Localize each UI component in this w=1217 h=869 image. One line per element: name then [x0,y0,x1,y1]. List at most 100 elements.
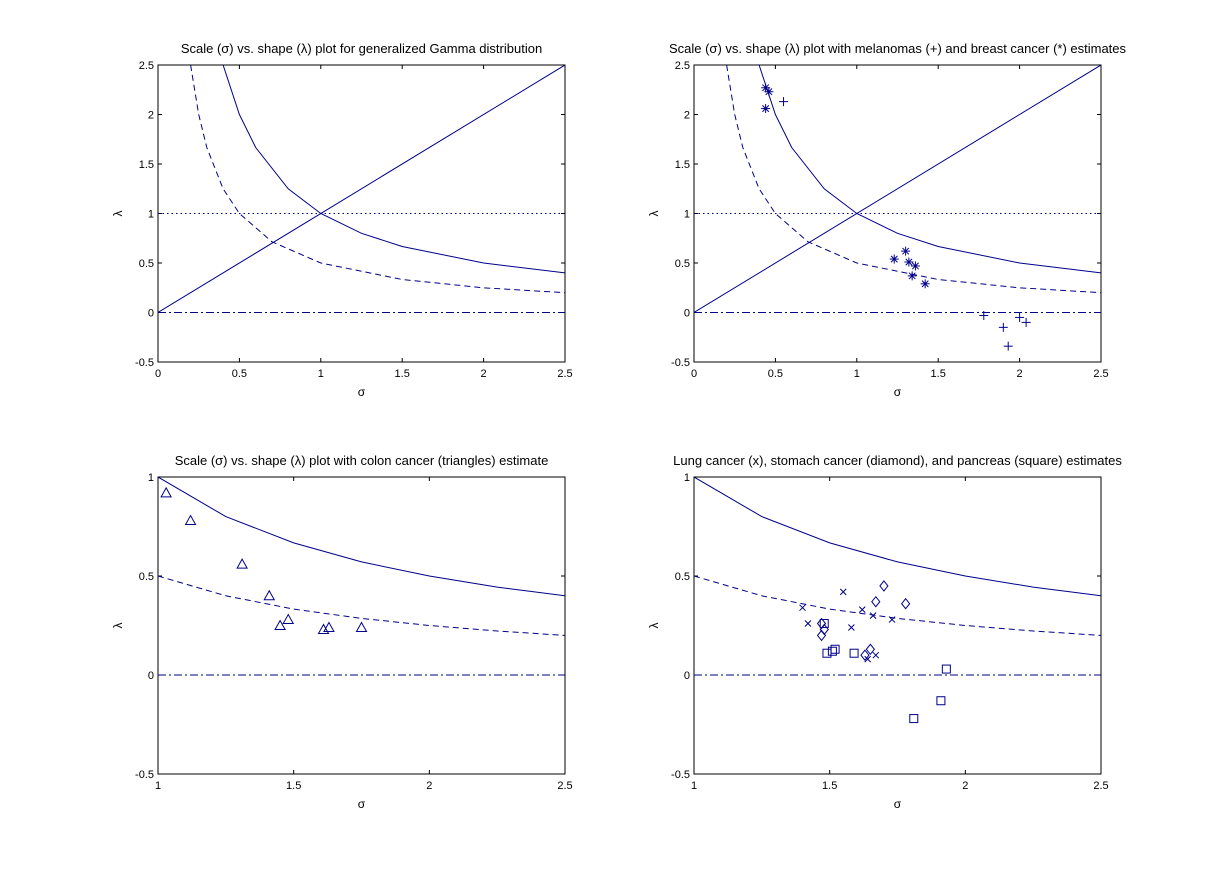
marker-plus [1021,317,1031,327]
marker-triangle [160,486,172,498]
marker-plus [998,322,1008,332]
marker-star [889,254,899,264]
x-tick-label: 0 [691,368,697,380]
y-tick-label: 2 [684,110,690,122]
marker-star [904,257,914,267]
marker-diamond [871,595,881,608]
marker-diamond [816,629,827,642]
marker-x [858,606,866,614]
x-tick-label: 1 [155,780,161,792]
y-tick-label: 1 [684,472,690,484]
y-tick-label: 0.5 [675,571,690,583]
marker-x [888,616,896,623]
marker-square [830,644,840,654]
x-tick-label: 2 [426,780,432,792]
marker-star [901,246,911,256]
curve-group [694,65,1101,313]
marker-triangle [263,589,276,601]
y-tick-label: -0.5 [135,769,154,781]
series-line-solid [158,65,565,313]
marker-triangle [274,619,286,630]
subplot-3: 1 1.5 2 2.5 -0.5 0 0.5 1 Scale (σ) vs. shape (λ)… [111,453,573,811]
y-tick-label: 0 [148,670,154,682]
x-tick-label: 1 [691,780,697,792]
axes-frame [157,476,566,775]
x-tick-label: 2.5 [557,780,572,792]
marker-triangle [236,558,248,569]
curve-group [158,65,565,313]
marker-diamond [879,580,889,592]
series-line-solid [694,477,1101,597]
x-tick-label: 0.5 [232,368,247,380]
marker-triangle [317,623,330,634]
x-tick-label: 2 [1017,368,1023,380]
series-line-dashed [158,575,565,636]
marker-diamond [860,649,870,662]
marker-diamond [865,643,876,656]
x-axis-label: σ [358,385,366,399]
x-axis-label: σ [894,797,902,811]
y-tick-label: 1.5 [675,159,690,171]
y-tick-label: 0 [148,308,154,320]
marker-star [907,271,917,281]
y-tick-label: 2 [148,110,154,122]
marker-diamond [900,597,911,610]
chart-title: Scale (σ) vs. shape (λ) plot with melano… [669,41,1127,56]
marker-x [848,624,855,631]
chart-title: Scale (σ) vs. shape (λ) plot with colon … [175,453,549,468]
y-tick-label: 2.5 [139,60,154,72]
marker-x [799,604,806,612]
x-tick-label: 0.5 [768,368,783,380]
marker-square [941,664,951,674]
x-tick-label: 2.5 [1093,780,1108,792]
x-axis-label: σ [894,385,902,399]
marker-star [910,261,920,271]
y-axis-label: λ [647,211,661,217]
y-tick-label: 0.5 [139,258,154,270]
x-tick-label: 1.5 [931,368,946,380]
marker-x [839,588,847,596]
chart-title: Lung cancer (x), stomach cancer (diamond… [673,453,1122,468]
x-tick-label: 2.5 [1093,368,1108,380]
marker-triangle [184,514,197,526]
y-tick-label: 0 [684,308,690,320]
x-tick-label: 2 [962,780,968,792]
y-tick-label: 2.5 [675,60,690,72]
marker-triangle [323,621,335,632]
y-tick-label: -0.5 [135,357,154,369]
marker-square [819,619,829,629]
x-tick-label: 2 [481,368,487,380]
series-line-solid [158,477,565,597]
y-tick-label: 0.5 [139,571,154,583]
y-tick-label: 1 [684,209,690,221]
y-tick-label: 1 [148,472,154,484]
y-axis-label: λ [111,211,125,217]
curve-group [694,477,1101,676]
y-tick-label: -0.5 [671,357,690,369]
y-tick-label: 1 [148,209,154,221]
marker-plus [1003,341,1013,351]
marker-star [761,104,771,114]
curve-group [158,477,565,676]
x-tick-label: 1.5 [822,780,837,792]
x-tick-label: 1 [854,368,860,380]
marker-triangle [355,621,368,632]
marker-square [936,696,946,706]
x-tick-label: 1.5 [286,780,301,792]
marker-star [764,87,774,97]
y-axis-label: λ [111,623,125,629]
marker-x [869,612,877,619]
marker-x [872,651,880,659]
y-tick-label: 1.5 [139,159,154,171]
marker-square [827,646,837,656]
x-axis-label: σ [358,797,366,811]
chart-title: Scale (σ) vs. shape (λ) plot for general… [181,41,542,56]
x-tick-label: 1 [318,368,324,380]
axes-frame [693,476,1102,775]
y-tick-label: 0 [684,670,690,682]
x-tick-label: 0 [155,368,161,380]
marker-star [920,279,930,289]
